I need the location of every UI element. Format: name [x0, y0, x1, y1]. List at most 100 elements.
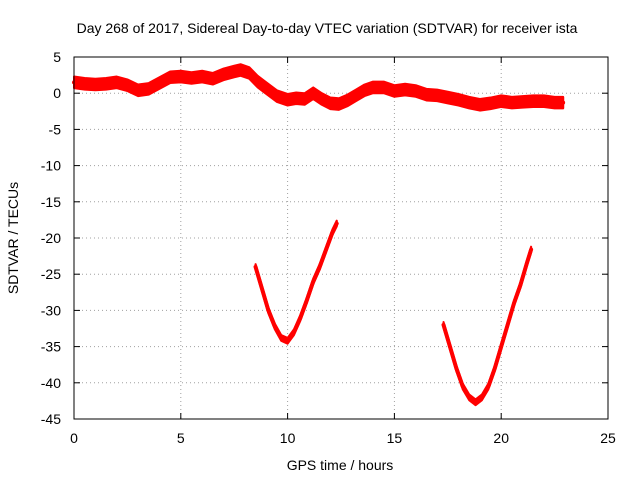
- tick-label-layer: 0 5 10 15 20 25 5 0 -5 -10 -15 -20 -25 -30 -35 -40 -45: [41, 49, 616, 446]
- main-band-point-dot: [115, 80, 119, 84]
- main-band-point-dot: [247, 71, 251, 75]
- second-dip-band: [442, 245, 533, 407]
- main-band-point-dot: [510, 101, 514, 105]
- main-band-point-dot: [211, 77, 215, 81]
- main-band-point-dot: [239, 68, 243, 72]
- main-band-point-dot: [311, 91, 315, 95]
- y-tick-label: 5: [53, 49, 61, 65]
- second-dip-point-dot: [518, 283, 522, 287]
- y-tick-label: -15: [41, 194, 61, 210]
- main-band-point-dot: [320, 97, 324, 101]
- y-tick-label: -45: [41, 411, 61, 427]
- x-tick-label: 20: [493, 430, 509, 446]
- x-tick-label: 10: [280, 430, 296, 446]
- main-band-point-dot: [345, 98, 349, 102]
- main-band-point-dot: [354, 93, 358, 97]
- main-band-point-dot: [256, 80, 260, 84]
- first-dip-point-dot: [335, 222, 339, 226]
- y-tick-label: -30: [41, 302, 61, 318]
- main-band-point-dot: [232, 69, 236, 73]
- second-dip-point-dot: [493, 366, 497, 370]
- main-band-point-dot: [478, 103, 482, 107]
- main-band-point-dot: [467, 101, 471, 105]
- plot-frame: [73, 56, 609, 420]
- main-band-point-dot: [125, 83, 129, 87]
- second-dip-line: [441, 247, 534, 405]
- main-band-point-dot: [275, 94, 279, 98]
- main-band-point-dot: [157, 81, 161, 85]
- first-dip-point-dot: [266, 308, 270, 312]
- first-dip-point-dot: [260, 287, 264, 291]
- x-tick-label: 0: [70, 430, 78, 446]
- main-band-point-dot: [531, 99, 535, 103]
- second-dip-point-dot: [525, 261, 529, 265]
- y-tick-label: -10: [41, 158, 61, 174]
- series-layer: [72, 63, 566, 407]
- second-dip-point-dot: [512, 301, 516, 305]
- first-dip-point-dot: [286, 339, 290, 343]
- main-band-point-dot: [200, 75, 204, 79]
- second-dip-point-dot: [442, 323, 446, 327]
- main-band-point-dot: [136, 88, 140, 92]
- y-tick-label: -35: [41, 339, 61, 355]
- main-band-point-dot: [189, 76, 193, 80]
- main-band-point-dot: [303, 97, 307, 101]
- main-band-point-dot: [424, 93, 428, 97]
- main-band-point-dot: [222, 72, 226, 76]
- y-axis-label: SDTVAR / TECUs: [5, 182, 21, 294]
- first-dip-point-dot: [292, 330, 296, 334]
- main-band-point-dot: [104, 82, 108, 86]
- first-dip-point-dot: [254, 265, 258, 269]
- first-dip-point-dot: [324, 248, 328, 252]
- first-dip-line: [253, 221, 339, 343]
- first-dip-point-dot: [279, 336, 283, 340]
- main-band-line: [72, 68, 566, 107]
- second-dip-point-dot: [454, 366, 458, 370]
- second-dip-point-dot: [480, 395, 484, 399]
- main-band-point-dot: [264, 86, 268, 90]
- main-band-point-dot: [93, 83, 97, 87]
- main-band-point-dot: [382, 85, 386, 89]
- y-tick-label: -40: [41, 375, 61, 391]
- second-dip-point-dot: [448, 345, 452, 349]
- x-axis-label: GPS time / hours: [287, 457, 394, 473]
- main-band-point-dot: [489, 101, 493, 105]
- main-band-point-dot: [499, 99, 503, 103]
- first-dip-point-dot: [311, 279, 315, 283]
- x-tick-label: 5: [177, 430, 185, 446]
- x-tick-label: 25: [600, 430, 616, 446]
- x-tick-label: 15: [387, 430, 403, 446]
- second-dip-point-dot: [474, 400, 478, 404]
- main-band-point-dot: [337, 102, 341, 106]
- main-band-point-dot: [83, 82, 87, 86]
- grid-layer: [74, 57, 608, 419]
- main-band-point-dot: [371, 85, 375, 89]
- main-band-point-dot: [328, 101, 332, 105]
- main-band-point-dot: [179, 75, 183, 79]
- first-dip-point-dot: [318, 265, 322, 269]
- main-band-point-dot: [542, 99, 546, 103]
- second-dip-point-dot: [486, 384, 490, 388]
- main-band-point-dot: [286, 98, 290, 102]
- main-band-point-dot: [456, 98, 460, 102]
- first-dip-point-dot: [273, 324, 277, 328]
- main-band-point-dot: [521, 100, 525, 104]
- main-band-point-dot: [553, 101, 557, 105]
- second-dip-point-dot: [529, 248, 533, 252]
- main-band-point-dot: [414, 89, 418, 93]
- y-tick-label: -20: [41, 230, 61, 246]
- main-band-point-dot: [147, 87, 151, 91]
- second-dip-point-dot: [461, 384, 465, 388]
- tick-layer: [73, 56, 609, 420]
- y-tick-label: 0: [53, 85, 61, 101]
- main-band-point-dot: [392, 89, 396, 93]
- main-band-point-dot: [435, 93, 439, 97]
- first-dip-point-dot: [330, 230, 334, 234]
- second-dip-point-dot: [467, 395, 471, 399]
- y-tick-label: -25: [41, 266, 61, 282]
- second-dip-point-dot: [499, 345, 503, 349]
- main-band-point-dot: [168, 75, 172, 79]
- first-dip-point-dot: [298, 316, 302, 320]
